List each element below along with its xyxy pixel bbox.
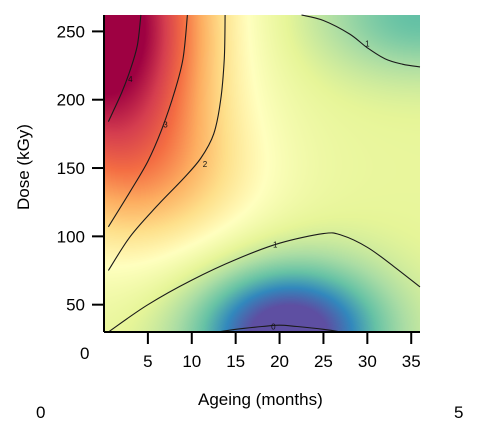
heatmap-surface <box>104 15 420 332</box>
contour-line-1-2 <box>301 14 421 68</box>
y-tick-label-150: 150 <box>57 159 85 178</box>
contour-label-2-3: 2 <box>203 160 208 169</box>
y-tick-label-50: 50 <box>66 296 85 315</box>
contour-label-3-4: 3 <box>163 120 168 129</box>
x-tick-label-35: 35 <box>402 352 421 371</box>
contour-label-1-1: 1 <box>273 241 278 250</box>
x-tick-label-20: 20 <box>270 352 289 371</box>
x-tick-label-25: 25 <box>314 352 333 371</box>
x-tick-label-5: 5 <box>143 352 152 371</box>
contour-label-4-5: 4 <box>128 75 133 84</box>
y-tick-label-200: 200 <box>57 91 85 110</box>
x-tick-label-15: 15 <box>226 352 245 371</box>
y-axis-title: Dose (kGy) <box>14 124 33 210</box>
y-tick-label-100: 100 <box>57 227 85 246</box>
y-tick-label-250: 250 <box>57 22 85 41</box>
contour-line-0-0 <box>218 324 342 333</box>
colorbar-min-label: 0 <box>36 403 46 422</box>
contour-line-1-1 <box>108 232 421 333</box>
x-tick-label-10: 10 <box>182 352 201 371</box>
contour-label-0-0: 0 <box>271 323 276 332</box>
origin-y-label: 0 <box>80 344 90 363</box>
contour-label-1-2: 1 <box>365 40 370 49</box>
contour-line-3-4 <box>107 14 188 228</box>
x-axis-title: Ageing (months) <box>198 390 323 409</box>
contour-line-4-5 <box>107 14 142 122</box>
colorbar-max-label: 5 <box>454 403 464 422</box>
contour-line-2-3 <box>107 14 226 271</box>
x-tick-label-30: 30 <box>358 352 377 371</box>
contour-layer: 0 1 1 2 3 4 <box>107 14 421 333</box>
